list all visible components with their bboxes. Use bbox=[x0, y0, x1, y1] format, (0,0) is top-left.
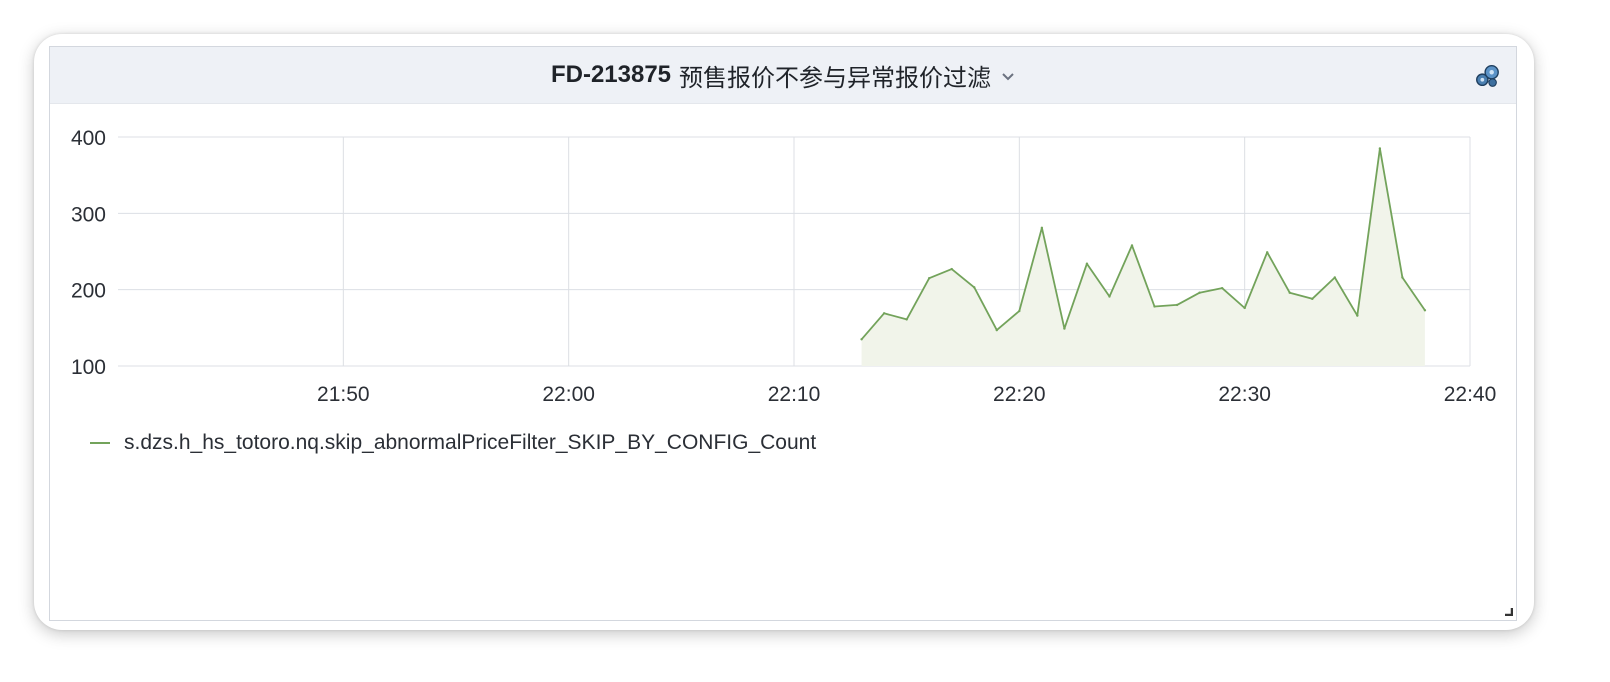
legend-swatch bbox=[90, 442, 110, 444]
panel-title[interactable]: FD-213875 预售报价不参与异常报价过滤 bbox=[551, 58, 1015, 93]
data-point bbox=[1311, 297, 1314, 301]
y-tick-label: 400 bbox=[71, 127, 106, 150]
resize-corner-icon[interactable] bbox=[1503, 606, 1513, 616]
data-point bbox=[1175, 303, 1179, 307]
data-point bbox=[1130, 244, 1134, 247]
data-point bbox=[1085, 262, 1089, 265]
data-point bbox=[1401, 276, 1404, 279]
data-point bbox=[1333, 276, 1337, 279]
x-tick-label: 22:20 bbox=[993, 383, 1046, 406]
legend-item[interactable]: s.dzs.h_hs_totoro.nq.skip_abnormalPriceF… bbox=[90, 431, 816, 455]
x-tick-label: 22:30 bbox=[1218, 383, 1271, 406]
data-point bbox=[882, 312, 886, 315]
panel-title-text: 预售报价不参与异常报价过滤 bbox=[679, 64, 992, 92]
panel-header: FD-213875 预售报价不参与异常报价过滤 bbox=[50, 47, 1516, 104]
y-tick-label: 300 bbox=[71, 203, 106, 226]
data-point bbox=[928, 277, 931, 280]
gears-icon[interactable] bbox=[1473, 62, 1501, 90]
data-point bbox=[973, 286, 976, 289]
data-point bbox=[1063, 327, 1066, 330]
data-point bbox=[1198, 291, 1201, 294]
x-tick-label: 22:00 bbox=[542, 383, 595, 406]
y-axis-ticks: 100 200 300 400 bbox=[71, 127, 106, 379]
legend-series-label: s.dzs.h_hs_totoro.nq.skip_abnormalPriceF… bbox=[124, 431, 817, 454]
y-tick-label: 100 bbox=[71, 356, 106, 379]
chevron-down-icon[interactable] bbox=[1001, 61, 1015, 89]
data-point bbox=[1040, 226, 1044, 230]
x-tick-label: 21:50 bbox=[317, 383, 370, 406]
x-tick-label: 22:40 bbox=[1444, 383, 1497, 406]
series-area-fill bbox=[861, 148, 1425, 366]
data-point bbox=[1220, 286, 1224, 290]
data-point bbox=[1378, 147, 1382, 150]
x-axis-ticks: 21:50 22:00 22:10 22:20 22:30 22:40 bbox=[317, 383, 1496, 406]
data-point bbox=[1108, 295, 1111, 298]
series-layer bbox=[860, 147, 1427, 366]
panel-title-code: FD-213875 bbox=[550, 61, 672, 88]
data-point bbox=[1153, 305, 1156, 308]
data-point bbox=[1266, 251, 1269, 254]
data-point bbox=[860, 338, 863, 341]
data-point bbox=[1288, 291, 1291, 294]
data-point bbox=[1018, 309, 1021, 313]
data-point bbox=[995, 328, 998, 332]
data-point bbox=[950, 267, 953, 271]
data-point bbox=[1356, 314, 1359, 317]
data-point bbox=[1423, 309, 1427, 312]
data-point bbox=[1243, 306, 1246, 310]
data-point bbox=[905, 318, 908, 321]
y-tick-label: 200 bbox=[71, 280, 106, 303]
x-tick-label: 22:10 bbox=[768, 383, 821, 406]
series-line bbox=[860, 147, 1426, 340]
